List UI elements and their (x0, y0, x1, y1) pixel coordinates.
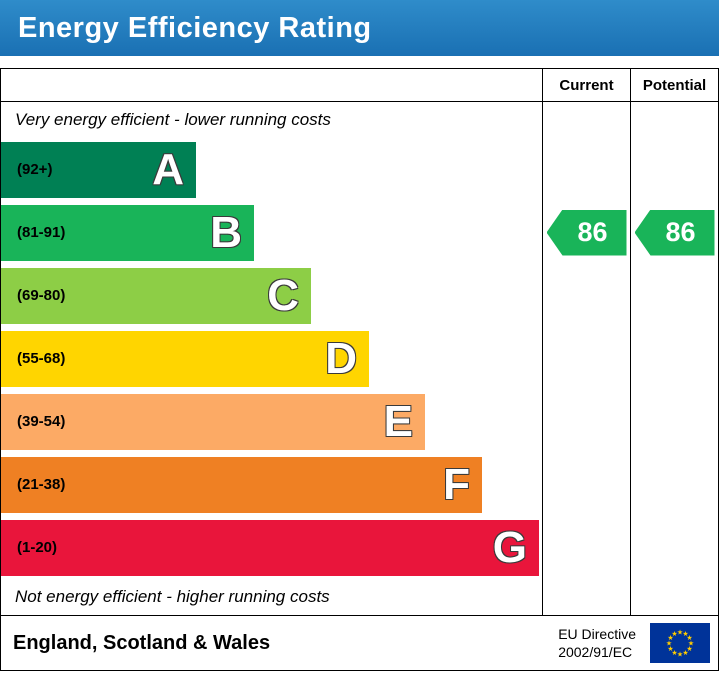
current-column-cell (542, 579, 630, 615)
potential-column-cell: 86 (630, 327, 718, 390)
band-range: (21-38) (17, 476, 66, 493)
current-column-header-cell: Current (542, 69, 630, 101)
potential-column-cell (630, 102, 718, 138)
band-range: (81-91) (17, 224, 66, 241)
top-note-row: Very energy efficient - lower running co… (1, 102, 718, 138)
potential-column-cell: 86 (630, 516, 718, 579)
band-letter: C (267, 270, 299, 320)
svg-text:★: ★ (682, 649, 688, 657)
potential-rating-value: 86 (665, 217, 696, 247)
potential-column-cell: 86 (630, 453, 718, 516)
potential-column-cell: 86 (630, 201, 718, 264)
band-range: (39-54) (17, 413, 66, 430)
potential-rating-arrow: 86 (634, 209, 715, 256)
region-label: England, Scotland & Wales (13, 631, 271, 654)
energy-rating-chart: Current Potential Very energy efficient … (0, 68, 719, 671)
current-column-cell (542, 102, 630, 138)
current-column-cell: 86 (542, 138, 630, 201)
eu-directive-label: EU Directive 2002/91/EC (558, 625, 636, 661)
top-note: Very energy efficient - lower running co… (15, 110, 331, 129)
current-column-cell: 86 (542, 516, 630, 579)
page-title: Energy Efficiency Rating (18, 11, 372, 44)
band-letter: A (152, 144, 184, 194)
band-letter: F (443, 459, 470, 509)
band-range: (92+) (17, 161, 53, 178)
current-column-header: Current (559, 76, 614, 94)
current-column-cell: 86 (542, 453, 630, 516)
current-rating-arrow: 86 (546, 209, 627, 256)
band-range: (55-68) (17, 350, 66, 367)
potential-column-cell: 86 (630, 138, 718, 201)
bottom-note: Not energy efficient - higher running co… (15, 587, 330, 606)
svg-text:★: ★ (666, 640, 672, 648)
band-bar-d: (55-68) D (1, 330, 369, 387)
band-bar-f: (21-38) F (1, 456, 482, 513)
svg-text:★: ★ (667, 645, 673, 653)
band-letter: B (210, 207, 242, 257)
svg-text:★: ★ (671, 630, 677, 638)
band-letter: E (383, 396, 413, 446)
eu-flag-icon: ★ ★ ★ ★ ★ ★ ★ ★ ★ ★ ★ ★ (650, 623, 710, 663)
band-bar-e: (39-54) E (1, 393, 425, 450)
header-spacer (1, 69, 542, 101)
band-row-e: (39-54) E 86 86 (1, 390, 718, 453)
band-letter: D (325, 333, 357, 383)
bottom-note-row: Not energy efficient - higher running co… (1, 579, 718, 615)
svg-text:★: ★ (682, 630, 688, 638)
eu-directive-line2: 2002/91/EC (558, 644, 633, 660)
potential-column-cell (630, 579, 718, 615)
band-row-a: (92+) A 86 86 (1, 138, 718, 201)
potential-column-header-cell: Potential (630, 69, 718, 101)
current-column-cell: 86 (542, 390, 630, 453)
svg-text:★: ★ (686, 634, 692, 642)
band-range: (69-80) (17, 287, 66, 304)
band-row-b: (81-91) B 86 86 (1, 201, 718, 264)
band-bar-c: (69-80) C (1, 267, 311, 324)
potential-column-cell: 86 (630, 264, 718, 327)
svg-text:★: ★ (688, 640, 694, 648)
current-column-cell: 86 (542, 327, 630, 390)
current-rating-value: 86 (577, 217, 608, 247)
band-range: (1-20) (17, 539, 58, 556)
current-column-cell: 86 (542, 264, 630, 327)
svg-text:★: ★ (677, 629, 683, 637)
band-row-c: (69-80) C 86 86 (1, 264, 718, 327)
potential-column-cell: 86 (630, 390, 718, 453)
band-bar-a: (92+) A (1, 141, 196, 198)
band-row-d: (55-68) D 86 86 (1, 327, 718, 390)
svg-text:★: ★ (677, 651, 683, 659)
band-row-g: (1-20) G 86 86 (1, 516, 718, 579)
column-header-row: Current Potential (1, 69, 718, 102)
footer: England, Scotland & Wales EU Directive 2… (1, 615, 718, 670)
band-letter: G (492, 522, 527, 572)
band-bar-g: (1-20) G (1, 519, 539, 576)
band-row-f: (21-38) F 86 86 (1, 453, 718, 516)
svg-text:★: ★ (686, 645, 692, 653)
potential-column-header: Potential (642, 76, 707, 94)
svg-text:★: ★ (667, 634, 673, 642)
svg-text:★: ★ (671, 649, 677, 657)
title-banner: Energy Efficiency Rating (0, 0, 719, 56)
eu-directive-line1: EU Directive (558, 625, 636, 642)
current-column-cell: 86 (542, 201, 630, 264)
band-bar-b: (81-91) B (1, 204, 254, 261)
